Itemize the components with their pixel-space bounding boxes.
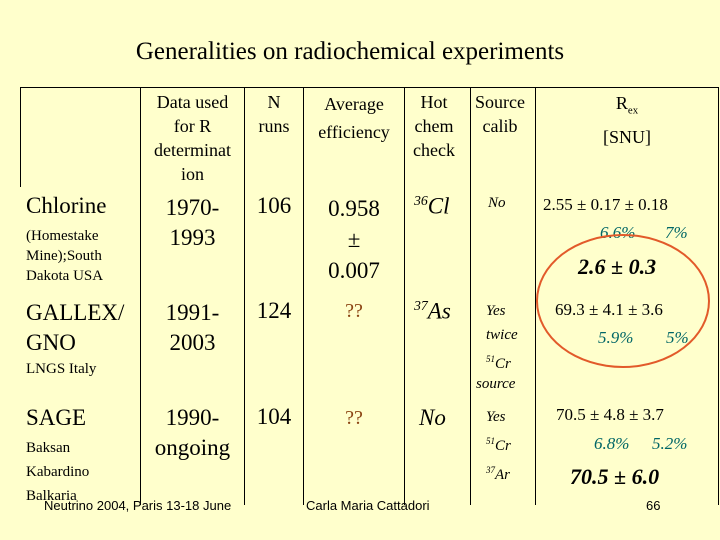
sage-combined: 70.5 ± 6.0	[570, 464, 660, 489]
header-n-runs: N runs	[258, 92, 290, 136]
col-divider-6	[535, 87, 536, 505]
sage-name: SAGE	[26, 405, 87, 430]
footer-center: Carla Maria Cattadori	[306, 498, 430, 513]
chlorine-rex: 2.55 ± 0.17 ± 0.18	[543, 195, 668, 214]
col-divider-3	[303, 87, 304, 505]
gallex-runs: 124	[256, 298, 292, 323]
chlorine-hot-chem: 36Cl	[414, 193, 450, 219]
sage-years: 1990- ongoing	[154, 405, 231, 460]
chlorine-name: Chlorine	[26, 193, 107, 218]
table-left-border	[20, 87, 21, 187]
highlight-oval	[536, 234, 710, 368]
col-divider-4	[404, 87, 405, 505]
chlorine-site: (Homestake Mine);South Dakota USA	[26, 228, 104, 284]
table-top-border	[20, 87, 718, 88]
table-right-border	[718, 87, 719, 505]
sage-source: Yes 51Cr 37Ar	[486, 409, 511, 483]
chlorine-runs: 106	[256, 193, 292, 218]
sage-hot-chem: No	[419, 405, 446, 430]
header-average-efficiency: Average efficiency	[318, 94, 390, 142]
header-data-used: Data used for R determinat ion	[154, 92, 231, 184]
page-title: Generalities on radiochemical experiment…	[135, 38, 565, 65]
col-divider-5	[470, 87, 471, 505]
chlorine-years: 1970- 1993	[165, 195, 220, 250]
footer-page-number: 66	[646, 498, 661, 513]
chlorine-source: No	[488, 195, 506, 211]
gallex-source-tail: source	[476, 376, 516, 392]
gallex-source: Yes twice 51Cr	[486, 303, 518, 372]
col-divider-2	[244, 87, 245, 505]
gallex-years: 1991- 2003	[165, 300, 220, 355]
gallex-efficiency: ??	[345, 300, 363, 322]
gallex-name: GALLEX/ GNO	[26, 300, 125, 355]
chlorine-err2: 7%	[665, 223, 688, 242]
header-hot-chem-check: Hot chem check	[413, 92, 455, 160]
sage-rex: 70.5 ± 4.8 ± 3.7	[556, 405, 664, 424]
sage-runs: 104	[256, 404, 292, 429]
header-source-calib: Source calib	[475, 92, 525, 136]
footer-left: Neutrino 2004, Paris 13-18 June	[44, 498, 232, 513]
col-divider-1	[140, 87, 141, 505]
chlorine-efficiency: 0.958 ± 0.007	[328, 196, 380, 283]
sage-site: Baksan Kabardino Balkaria	[26, 440, 90, 504]
header-rex: Rex [SNU]	[603, 93, 651, 147]
sage-err2: 5.2%	[652, 434, 688, 453]
sage-err1: 6.8%	[594, 434, 630, 453]
sage-efficiency: ??	[345, 407, 363, 429]
gallex-site: LNGS Italy	[26, 361, 97, 377]
gallex-hot-chem: 37As	[414, 298, 451, 324]
